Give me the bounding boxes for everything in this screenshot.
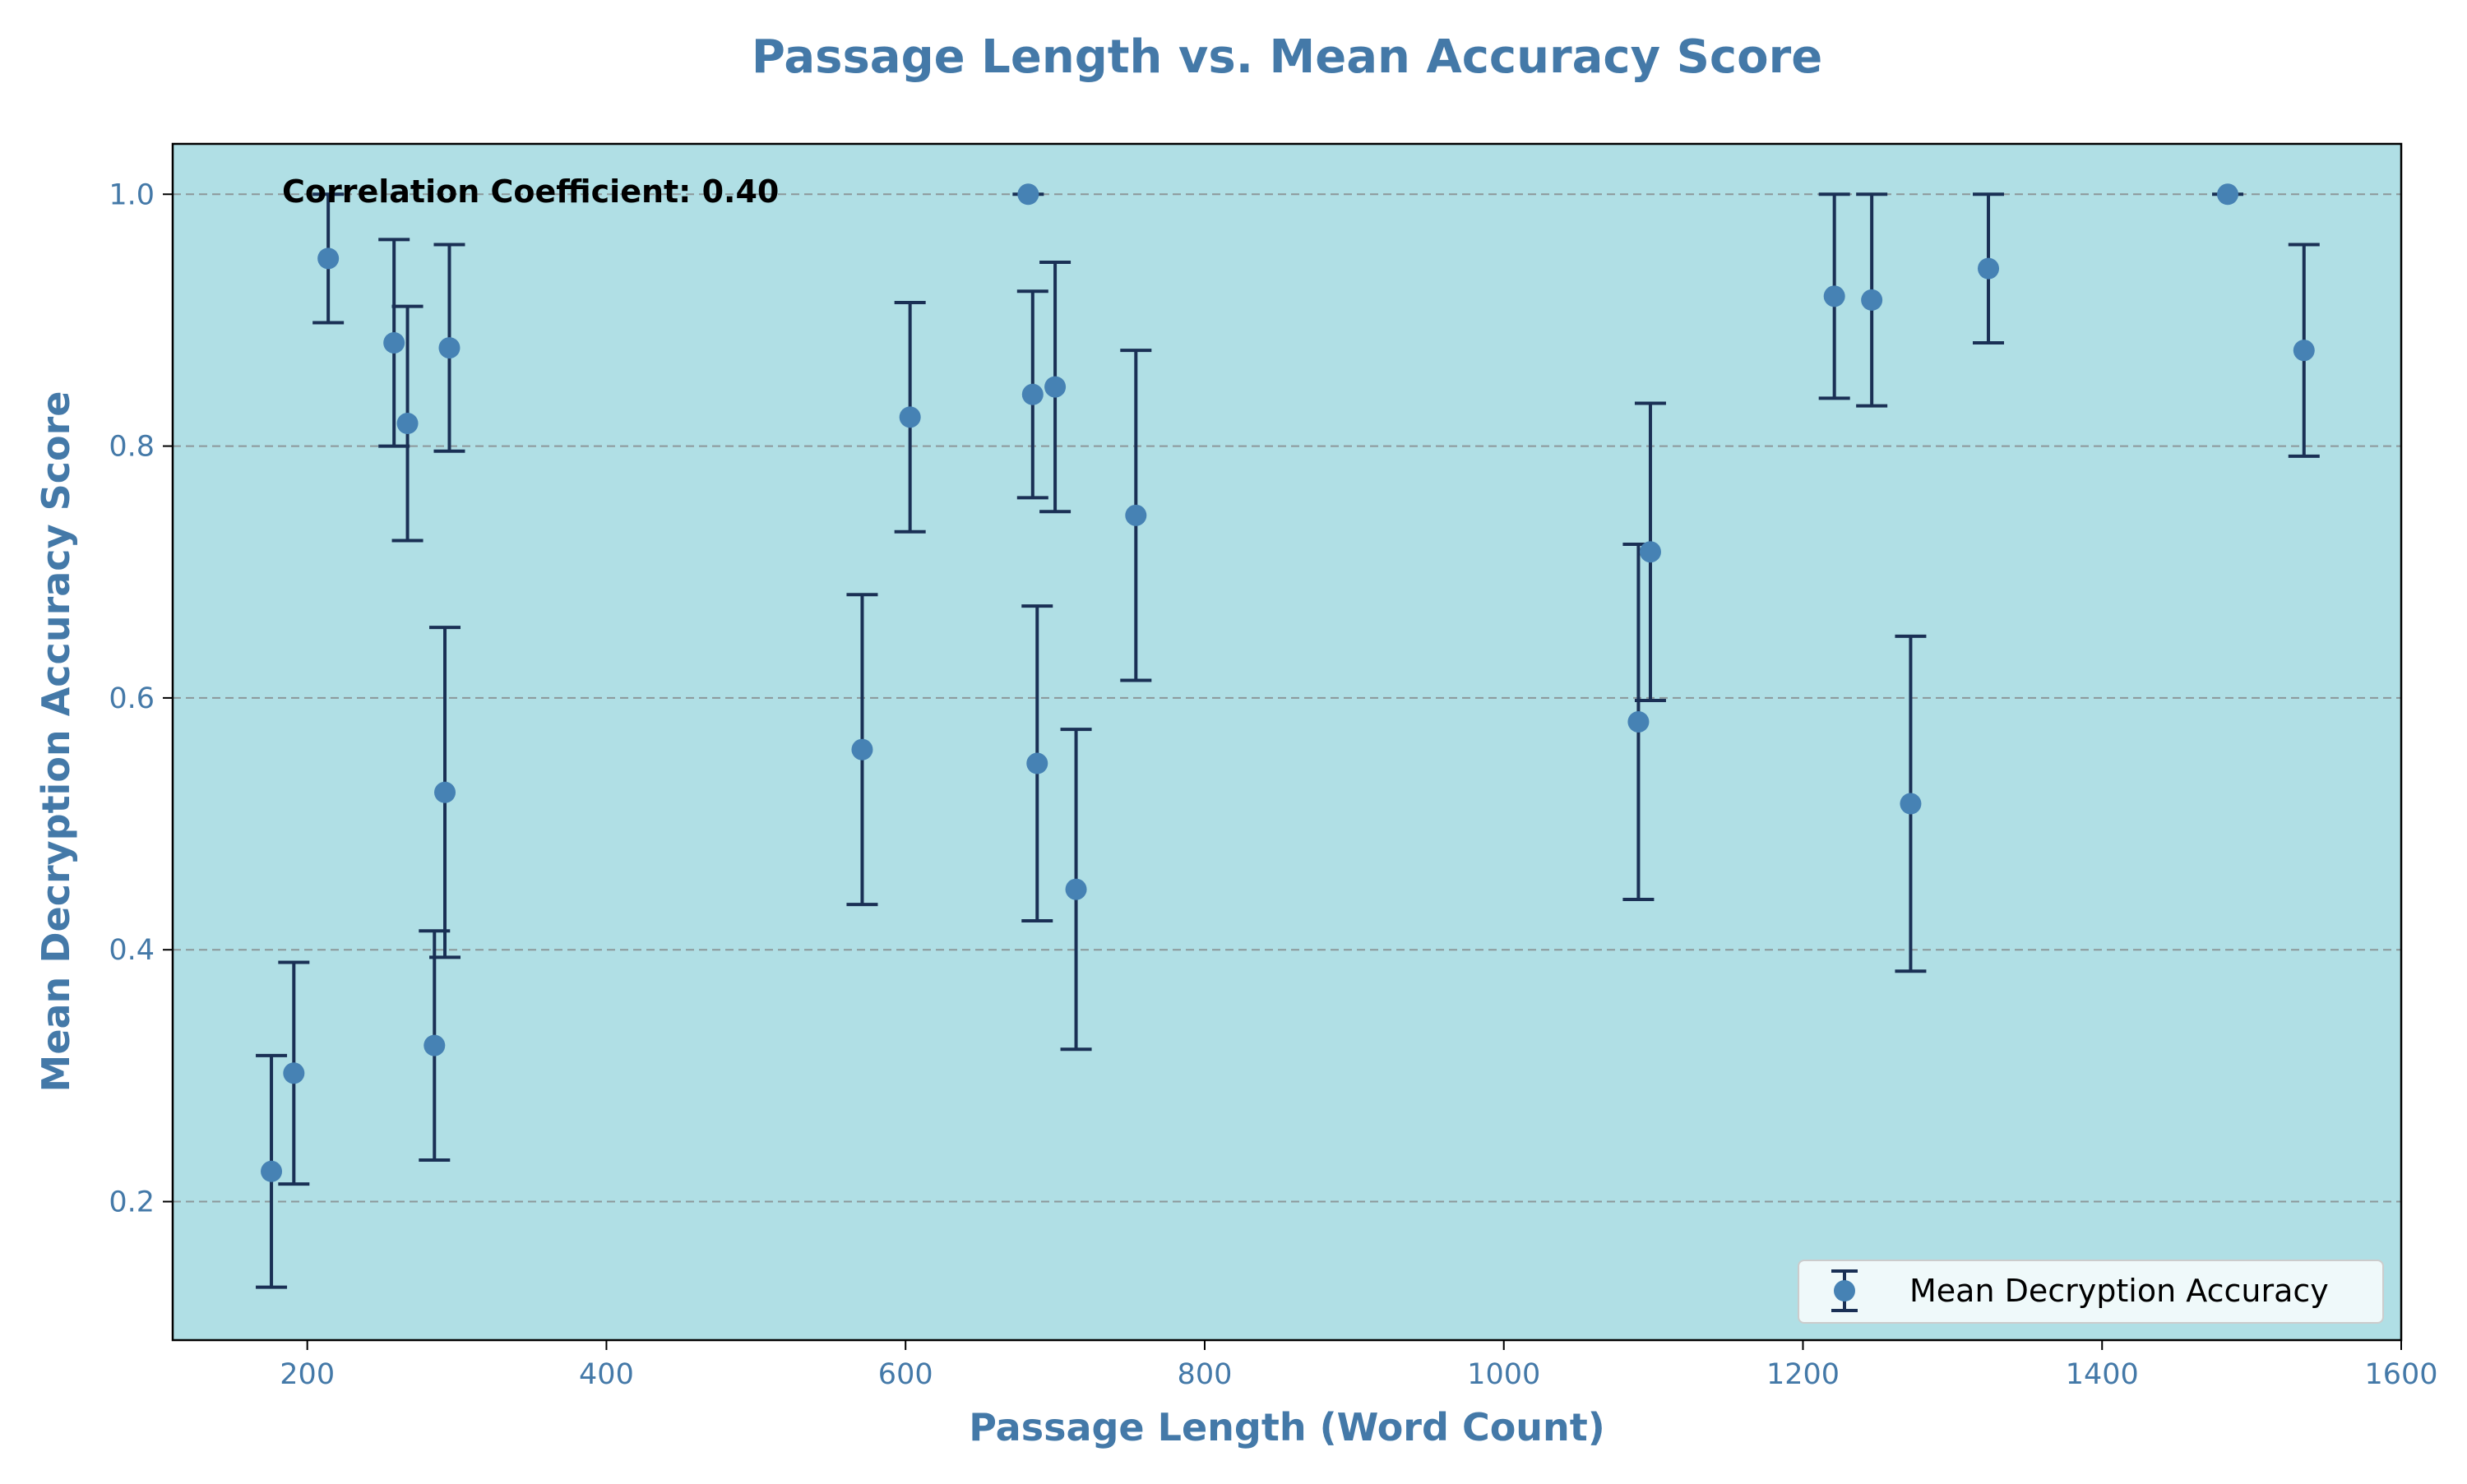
plot-frame [171,142,2403,1342]
x-tick-label: 400 [579,1358,634,1391]
data-point [283,1062,305,1084]
y-axis-ticks: 0.2 0.4 0.6 0.8 1.0 [109,178,173,1219]
data-point [383,331,405,354]
data-point [1017,183,1039,206]
x-axis-label: Passage Length (Word Count) [969,1405,1605,1449]
data-point [1900,793,1922,815]
data-point [424,1034,446,1056]
x-tick-label: 1200 [1766,1358,1840,1391]
legend: Mean Decryption Accuracy [1798,1260,2384,1324]
x-tick-label: 800 [1178,1358,1233,1391]
x-tick-label: 200 [280,1358,335,1391]
y-tick-label: 0.8 [109,431,155,464]
data-point [396,413,419,435]
data-point [1065,878,1087,900]
data-point [261,1160,283,1182]
data-point [1021,383,1044,405]
data-point [438,337,461,359]
data-point [434,781,456,803]
data-point [1044,376,1067,398]
x-axis-ticks: 200 400 600 800 1000 1200 1400 1600 [280,1340,2438,1391]
chart-title: Passage Length vs. Mean Accuracy Score [752,30,1822,84]
y-tick-label: 0.4 [109,934,155,967]
legend-marker [1831,1269,1858,1312]
correlation-annotation: Correlation Coefficient: 0.40 [282,173,779,210]
legend-label: Mean Decryption Accuracy [1909,1273,2329,1309]
data-point [1861,289,1883,311]
y-tick-label: 0.2 [109,1186,155,1219]
data-point [2217,183,2239,206]
y-axis-label: Mean Decryption Accuracy Score [34,391,78,1093]
data-points [261,183,2315,1182]
y-tick-label: 0.6 [109,682,155,715]
y-tick-label: 1.0 [109,178,155,211]
data-point [1026,752,1048,774]
x-tick-label: 1000 [1467,1358,1540,1391]
data-point [1823,285,1845,307]
data-point [2293,340,2315,362]
data-point [1627,710,1650,733]
data-point [899,406,921,428]
x-tick-label: 1600 [2364,1358,2437,1391]
data-point [1978,257,2000,280]
data-point [1639,541,1661,563]
plot-area [173,144,2401,1340]
grid-lines [173,193,2401,1203]
x-tick-label: 600 [878,1358,933,1391]
x-tick-label: 1400 [2066,1358,2139,1391]
data-point [317,247,340,270]
data-point [851,738,873,760]
legend-box [1798,1260,2384,1324]
data-point [1125,504,1147,526]
